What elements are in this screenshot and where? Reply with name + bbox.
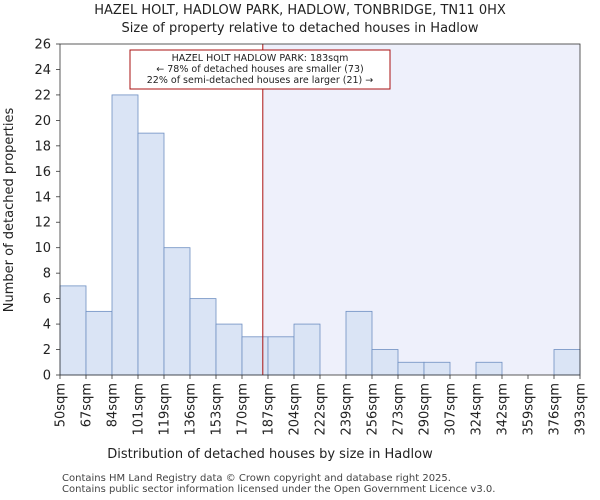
bar-170sqm — [241, 336, 269, 376]
footer-line-1: Contains HM Land Registry data © Crown c… — [62, 473, 451, 484]
x-tick-label: 273sqm — [392, 383, 407, 436]
x-tick-label: 239sqm — [340, 383, 355, 436]
y-tick-label: 14 — [34, 190, 51, 205]
x-tick-label: 50sqm — [54, 383, 69, 427]
y-tick-label: 2 — [43, 343, 51, 358]
bar-136sqm — [189, 298, 217, 376]
bar-290sqm — [423, 361, 451, 376]
x-tick-label: 307sqm — [444, 383, 459, 436]
chart-subtitle: Size of property relative to detached ho… — [122, 21, 479, 36]
x-tick-label: 136sqm — [184, 383, 199, 436]
x-tick-label: 290sqm — [418, 383, 433, 436]
y-tick-label: 0 — [43, 369, 51, 384]
y-axis-label: Number of detached properties — [2, 108, 17, 313]
x-tick-label: 119sqm — [158, 383, 173, 436]
x-tick-label: 256sqm — [366, 383, 381, 436]
x-axis-ticks: 50sqm 67sqm 84sqm 101sqm 119sqm 136sqm 153sqm 1… — [54, 375, 589, 436]
larger-region-shade — [262, 44, 580, 375]
bars-group — [59, 94, 581, 376]
bar-67sqm — [85, 310, 113, 376]
bar-204sqm — [293, 323, 321, 376]
x-tick-label: 204sqm — [288, 383, 303, 436]
x-tick-label: 187sqm — [262, 383, 277, 436]
y-tick-label: 16 — [34, 165, 51, 180]
x-tick-label: 153sqm — [210, 383, 225, 436]
y-tick-label: 24 — [34, 63, 51, 78]
bar-256sqm — [371, 349, 399, 376]
x-tick-label: 342sqm — [496, 383, 511, 436]
bar-84sqm — [111, 94, 139, 376]
x-tick-label: 393sqm — [574, 383, 589, 436]
y-tick-label: 4 — [43, 318, 51, 333]
x-axis-label: Distribution of detached houses by size … — [107, 447, 433, 462]
bar-187sqm — [267, 336, 295, 376]
annotation-border — [129, 49, 391, 90]
bar-153sqm — [215, 323, 243, 376]
bar-50sqm — [59, 285, 87, 376]
bar-324sqm — [475, 361, 503, 376]
y-tick-label: 18 — [34, 139, 51, 154]
x-tick-label: 376sqm — [548, 383, 563, 436]
x-tick-label: 84sqm — [106, 383, 121, 427]
y-tick-label: 26 — [34, 38, 51, 53]
x-tick-label: 222sqm — [314, 383, 329, 436]
chart-title: HAZEL HOLT, HADLOW PARK, HADLOW, TONBRID… — [94, 3, 506, 18]
y-tick-label: 10 — [34, 241, 51, 256]
y-tick-label: 20 — [34, 114, 51, 129]
annotation-line-2: ← 78% of detached houses are smaller (73… — [156, 64, 363, 75]
bar-101sqm — [137, 132, 165, 376]
y-tick-label: 22 — [34, 88, 51, 103]
bar-273sqm — [397, 361, 425, 376]
x-tick-label: 101sqm — [132, 383, 147, 436]
bar-239sqm — [345, 310, 373, 376]
annotation-line-1: HAZEL HOLT HADLOW PARK: 183sqm — [172, 53, 349, 64]
x-tick-label: 359sqm — [522, 383, 537, 436]
footer-line-2: Contains public sector information licen… — [62, 484, 496, 495]
x-tick-label: 170sqm — [236, 383, 251, 436]
x-tick-label: 67sqm — [80, 383, 95, 427]
y-tick-label: 12 — [34, 216, 51, 231]
bar-119sqm — [163, 247, 191, 376]
y-tick-label: 6 — [43, 292, 51, 307]
y-tick-label: 8 — [43, 267, 51, 282]
x-tick-label: 324sqm — [470, 383, 485, 436]
annotation-box: HAZEL HOLT HADLOW PARK: 183sqm ← 78% of … — [129, 49, 391, 90]
annotation-line-3: 22% of semi-detached houses are larger (… — [147, 75, 374, 86]
bar-376sqm — [553, 349, 581, 376]
